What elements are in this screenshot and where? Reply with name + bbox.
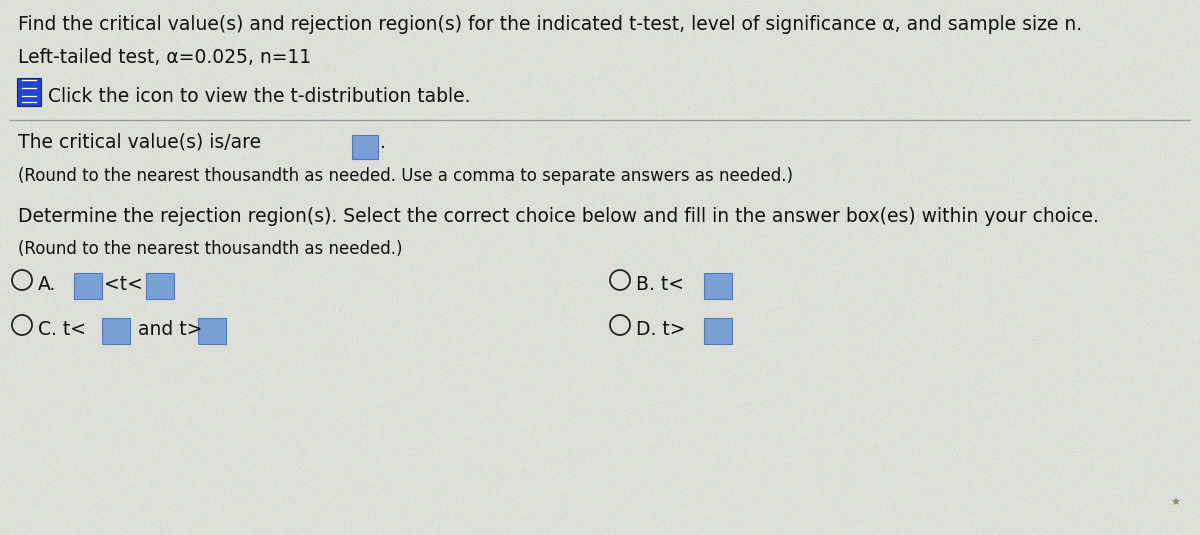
Text: C. t<: C. t< (38, 320, 86, 339)
Bar (352, 135, 378, 159)
Text: (Round to the nearest thousandth as needed.): (Round to the nearest thousandth as need… (18, 240, 402, 258)
Text: Click the icon to view the t-distribution table.: Click the icon to view the t-distributio… (48, 87, 470, 106)
Bar (704, 273, 732, 299)
Bar (198, 318, 226, 344)
Text: (Round to the nearest thousandth as needed. Use a comma to separate answers as n: (Round to the nearest thousandth as need… (18, 167, 793, 185)
Bar (102, 318, 130, 344)
Text: and t>: and t> (132, 320, 203, 339)
Bar (74, 273, 102, 299)
Text: D. t>: D. t> (636, 320, 685, 339)
Text: Determine the rejection region(s). Select the correct choice below and fill in t: Determine the rejection region(s). Selec… (18, 207, 1099, 226)
Text: Left-tailed test, α​=​0.025, n​=​11: Left-tailed test, α​=​0.025, n​=​11 (18, 48, 311, 67)
Text: B. t<: B. t< (636, 275, 684, 294)
Text: .: . (380, 133, 386, 152)
Text: The critical value(s) is/are: The critical value(s) is/are (18, 133, 262, 152)
Text: ★: ★ (1170, 498, 1180, 508)
Text: <t<: <t< (104, 275, 143, 294)
Text: A.: A. (38, 275, 56, 294)
Bar (146, 273, 174, 299)
FancyBboxPatch shape (17, 78, 41, 106)
Bar (704, 318, 732, 344)
Text: Find the critical value(s) and rejection region(s) for the indicated t-test, lev: Find the critical value(s) and rejection… (18, 15, 1082, 34)
